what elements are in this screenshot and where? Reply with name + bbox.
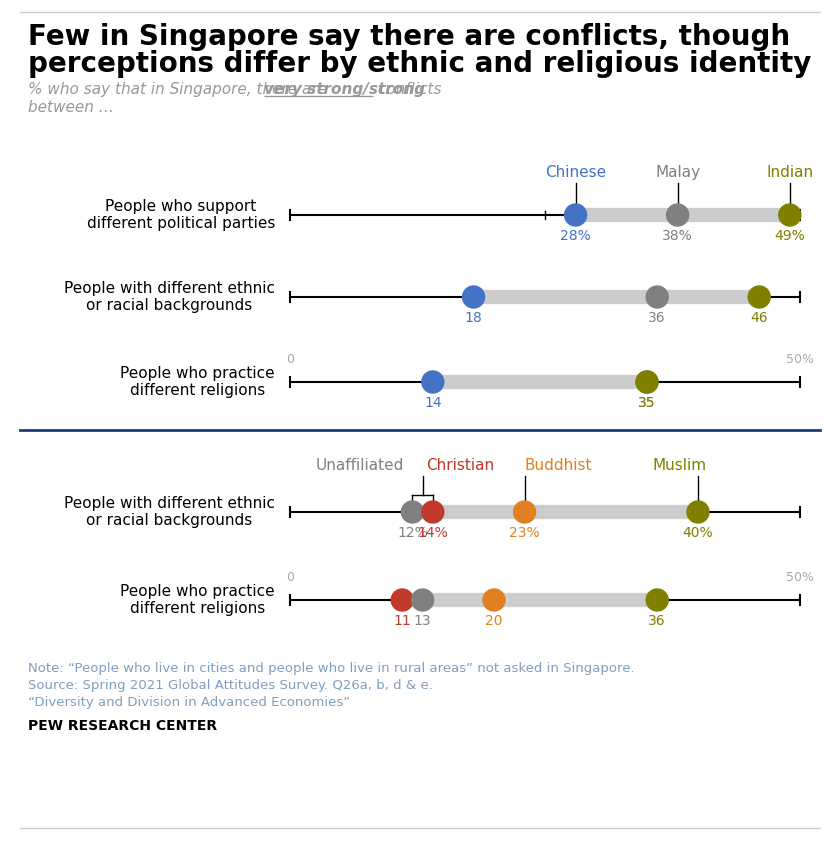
Circle shape bbox=[513, 501, 536, 523]
Text: Few in Singapore say there are conflicts, though: Few in Singapore say there are conflicts… bbox=[28, 23, 790, 51]
Text: 28%: 28% bbox=[560, 229, 591, 243]
Circle shape bbox=[412, 589, 433, 611]
FancyBboxPatch shape bbox=[575, 208, 790, 222]
Circle shape bbox=[779, 204, 801, 226]
Text: 12%: 12% bbox=[397, 526, 428, 540]
Circle shape bbox=[636, 371, 658, 393]
Text: Indian: Indian bbox=[766, 165, 813, 180]
Circle shape bbox=[636, 371, 658, 393]
Text: 40%: 40% bbox=[683, 526, 713, 540]
Text: 18: 18 bbox=[465, 311, 482, 325]
Text: Muslim: Muslim bbox=[653, 458, 707, 473]
Text: 0: 0 bbox=[286, 353, 294, 366]
Text: between …: between … bbox=[28, 100, 114, 115]
Text: 14: 14 bbox=[424, 396, 442, 410]
Text: Chinese: Chinese bbox=[545, 165, 606, 180]
Text: 11: 11 bbox=[393, 614, 411, 628]
Text: PEW RESEARCH CENTER: PEW RESEARCH CENTER bbox=[28, 719, 217, 733]
FancyBboxPatch shape bbox=[433, 375, 647, 389]
Text: 50%: 50% bbox=[786, 571, 814, 584]
Text: 35: 35 bbox=[638, 396, 656, 410]
Text: conflicts: conflicts bbox=[373, 82, 441, 97]
Text: “Diversity and Division in Advanced Economies”: “Diversity and Division in Advanced Econ… bbox=[28, 696, 350, 709]
Text: Note: “People who live in cities and people who live in rural areas” not asked i: Note: “People who live in cities and peo… bbox=[28, 662, 635, 675]
Text: People with different ethnic
or racial backgrounds: People with different ethnic or racial b… bbox=[64, 280, 275, 313]
Circle shape bbox=[422, 371, 444, 393]
Circle shape bbox=[483, 589, 505, 611]
Circle shape bbox=[402, 501, 423, 523]
Text: Unaffiliated: Unaffiliated bbox=[316, 458, 404, 473]
Text: 23%: 23% bbox=[509, 526, 540, 540]
Text: perceptions differ by ethnic and religious identity: perceptions differ by ethnic and religio… bbox=[28, 50, 811, 78]
Circle shape bbox=[646, 589, 668, 611]
Text: Source: Spring 2021 Global Attitudes Survey. Q26a, b, d & e.: Source: Spring 2021 Global Attitudes Sur… bbox=[28, 679, 433, 692]
Text: 49%: 49% bbox=[774, 229, 806, 243]
Circle shape bbox=[391, 589, 413, 611]
Text: Malay: Malay bbox=[655, 165, 701, 180]
FancyBboxPatch shape bbox=[474, 290, 759, 304]
Text: % who say that in Singapore, there are: % who say that in Singapore, there are bbox=[28, 82, 332, 97]
Circle shape bbox=[646, 286, 668, 308]
Circle shape bbox=[564, 204, 586, 226]
Text: People who practice
different religions: People who practice different religions bbox=[120, 584, 275, 616]
Circle shape bbox=[748, 286, 770, 308]
FancyBboxPatch shape bbox=[402, 592, 657, 607]
Text: 36: 36 bbox=[648, 311, 666, 325]
Text: 46: 46 bbox=[750, 311, 768, 325]
Text: Buddhist: Buddhist bbox=[524, 458, 591, 473]
Text: 13: 13 bbox=[414, 614, 432, 628]
Text: People who support
different political parties: People who support different political p… bbox=[87, 199, 275, 231]
Text: 36: 36 bbox=[648, 614, 666, 628]
Text: 0: 0 bbox=[286, 571, 294, 584]
FancyBboxPatch shape bbox=[412, 505, 698, 519]
Text: 38%: 38% bbox=[662, 229, 693, 243]
Text: 35: 35 bbox=[638, 396, 656, 410]
Circle shape bbox=[463, 286, 485, 308]
Text: 50%: 50% bbox=[786, 353, 814, 366]
Text: 14%: 14% bbox=[417, 526, 449, 540]
Circle shape bbox=[687, 501, 709, 523]
Text: very strong/strong: very strong/strong bbox=[264, 82, 425, 97]
Text: Christian: Christian bbox=[426, 458, 494, 473]
Circle shape bbox=[667, 204, 689, 226]
Text: People with different ethnic
or racial backgrounds: People with different ethnic or racial b… bbox=[64, 496, 275, 528]
Text: 20: 20 bbox=[486, 614, 503, 628]
Text: People who practice
different religions: People who practice different religions bbox=[120, 366, 275, 398]
Circle shape bbox=[422, 501, 444, 523]
